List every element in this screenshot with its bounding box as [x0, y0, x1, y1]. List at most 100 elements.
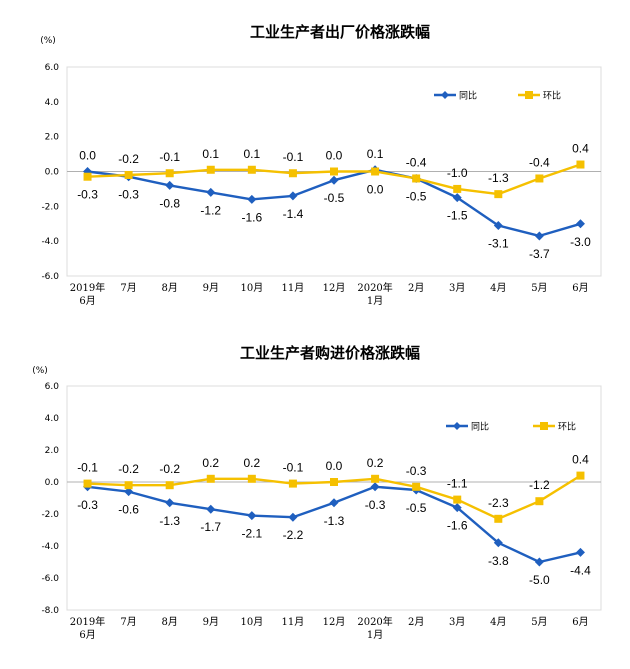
data-label-yoy: -3.1	[488, 236, 509, 250]
data-point-mom	[124, 170, 133, 179]
y-tick-label: -4.0	[41, 542, 59, 552]
y-tick-label: -6.0	[41, 574, 59, 584]
x-tick-label: 9月	[203, 616, 219, 628]
data-label-mom: -0.1	[159, 150, 180, 164]
data-point-mom	[83, 479, 92, 488]
y-tick-label: -8.0	[41, 606, 59, 616]
x-tick-label: 12月	[323, 282, 346, 294]
x-tick-label: 5月	[531, 282, 547, 294]
x-tick-label: 6月	[79, 295, 95, 307]
data-label-yoy: -0.3	[365, 498, 386, 512]
data-label-yoy: 0.1	[367, 147, 384, 161]
legend-label-mom: 环比	[558, 421, 576, 433]
data-label-yoy: -1.7	[200, 520, 221, 534]
x-tick-label: 4月	[490, 616, 506, 628]
x-tick-label: 2020年	[357, 615, 392, 628]
data-point-yoy	[124, 487, 134, 497]
data-point-yoy	[329, 498, 339, 508]
data-point-mom	[494, 190, 503, 199]
x-tick-label: 1月	[367, 295, 383, 307]
data-point-yoy	[206, 187, 216, 197]
x-tick-label: 6月	[79, 629, 95, 641]
data-label-mom: -1.0	[447, 166, 468, 180]
data-label-mom: 0.0	[326, 459, 343, 473]
data-point-mom	[535, 174, 544, 183]
data-label-yoy: -1.6	[242, 210, 263, 224]
data-point-yoy	[575, 547, 585, 557]
y-tick-label: 0.0	[45, 478, 60, 488]
data-label-yoy: -0.8	[159, 196, 180, 210]
y-tick-label: -2.0	[41, 202, 59, 212]
x-tick-label: 2月	[408, 616, 424, 628]
data-point-yoy	[534, 231, 544, 241]
data-label-mom: 0.1	[202, 147, 219, 161]
data-label-yoy: -2.2	[283, 528, 304, 542]
x-tick-label: 2月	[408, 282, 424, 294]
y-unit-label: (%)	[40, 36, 56, 46]
data-label-mom: -0.2	[159, 462, 180, 476]
x-tick-label: 12月	[323, 616, 346, 628]
x-tick-label: 2019年	[70, 281, 105, 294]
x-tick-label: 3月	[449, 282, 465, 294]
data-point-mom	[288, 169, 297, 178]
data-label-mom: -0.2	[118, 152, 139, 166]
x-tick-label: 8月	[162, 282, 178, 294]
data-label-mom: -1.2	[529, 478, 550, 492]
data-point-mom	[83, 172, 92, 181]
data-label-yoy: -4.4	[570, 563, 591, 577]
data-point-mom	[494, 514, 503, 523]
x-tick-label: 11月	[282, 282, 305, 294]
x-tick-label: 10月	[240, 282, 263, 294]
legend-marker-yoy	[453, 422, 461, 430]
data-point-yoy	[206, 504, 216, 514]
data-point-mom	[165, 481, 174, 490]
data-point-mom	[412, 174, 421, 183]
data-label-mom: -0.2	[118, 462, 139, 476]
x-tick-label: 2020年	[357, 281, 392, 294]
data-label-yoy: -5.0	[529, 573, 550, 587]
data-label-mom: 0.0	[367, 183, 384, 197]
data-point-yoy	[165, 180, 175, 190]
legend-marker-yoy	[441, 91, 449, 99]
x-tick-label: 7月	[120, 616, 136, 628]
data-label-mom: 0.4	[572, 453, 589, 467]
data-label-yoy: -0.3	[118, 188, 139, 202]
data-point-mom	[247, 474, 256, 483]
data-label-yoy: -0.3	[77, 498, 98, 512]
data-label-yoy: -0.5	[406, 189, 427, 203]
y-tick-label: 0.0	[45, 168, 60, 178]
data-point-mom	[124, 481, 133, 490]
data-point-yoy	[370, 482, 380, 492]
data-label-yoy: -0.6	[118, 503, 139, 517]
x-tick-label: 7月	[120, 282, 136, 294]
x-tick-label: 11月	[282, 616, 305, 628]
chart-title: 工业生产者购进价格涨跌幅	[240, 344, 420, 362]
data-point-mom	[330, 167, 338, 176]
data-point-yoy	[493, 220, 503, 230]
data-point-mom	[206, 165, 215, 174]
legend-label-yoy: 同比	[459, 90, 477, 102]
x-tick-label: 3月	[449, 616, 465, 628]
data-label-yoy: -2.1	[242, 527, 263, 541]
legend-label-yoy: 同比	[471, 421, 489, 433]
y-tick-label: 4.0	[45, 98, 60, 108]
data-point-mom	[576, 160, 585, 169]
data-point-mom	[453, 184, 462, 193]
data-label-mom: -0.1	[283, 461, 304, 475]
data-label-mom: -0.1	[283, 150, 304, 164]
data-label-mom: -0.4	[406, 155, 427, 169]
data-label-mom: -0.1	[77, 461, 98, 475]
y-tick-label: 2.0	[45, 446, 60, 456]
data-point-mom	[576, 471, 585, 480]
data-label-yoy: -0.5	[406, 501, 427, 515]
y-tick-label: 4.0	[45, 414, 60, 424]
y-tick-label: -2.0	[41, 510, 59, 520]
y-tick-label: 6.0	[45, 382, 60, 392]
data-label-yoy: -1.6	[447, 519, 468, 533]
x-tick-label: 1月	[367, 629, 383, 641]
chart-title: 工业生产者出厂价格涨跌幅	[250, 23, 430, 41]
data-label-yoy: 0.0	[79, 149, 96, 163]
data-label-mom: -0.3	[77, 188, 98, 202]
x-tick-label: 9月	[203, 282, 219, 294]
